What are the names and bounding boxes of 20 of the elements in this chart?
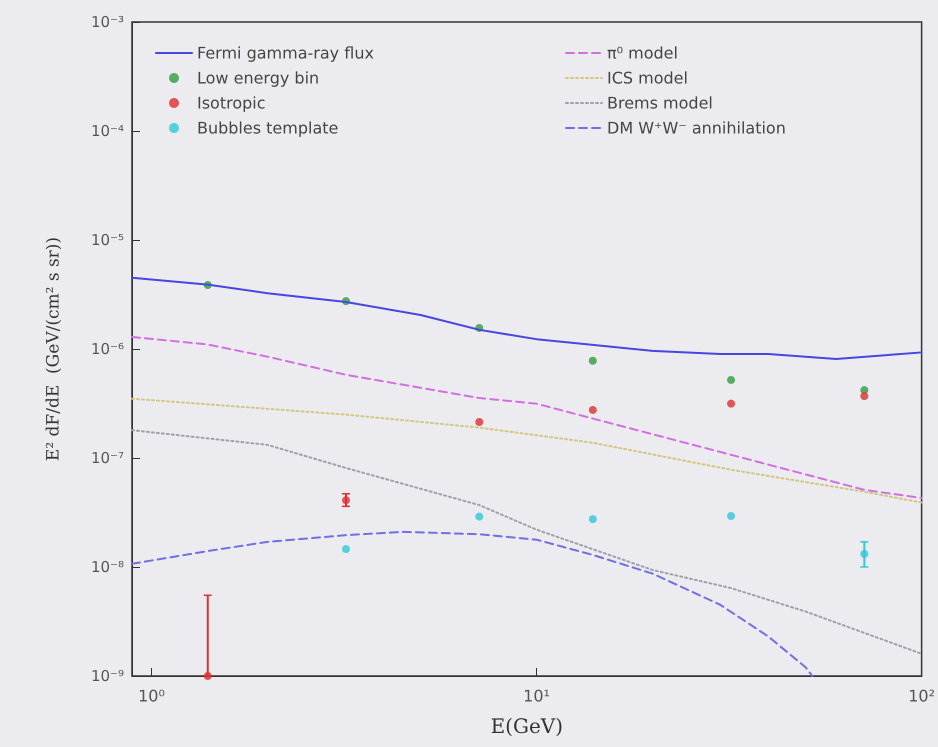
legend-label: Isotropic [197,94,266,112]
y-tick-label: 10⁻⁶ [90,340,124,358]
legend-label: Low energy bin [197,68,320,88]
x-tick-label: 10¹ [523,686,550,706]
y-tick-label: 10⁻⁸ [90,558,124,576]
y-tick-label: 10⁻⁹ [90,667,124,685]
legend-label: DM W⁺W⁻ annihilation [607,118,786,138]
legend-label: Fermi gamma-ray flux [197,44,374,62]
y-axis-title: E² dF/dE (GeV/(cm² s sr)) [44,236,64,462]
legend-label: π⁰ model [607,44,678,62]
x-tick-label: 10⁰ [138,686,165,706]
legend-label: Brems model [607,94,713,112]
y-tick-label: 10⁻⁴ [90,122,124,140]
y-tick-label: 10⁻³ [90,13,124,31]
y-tick-label: 10⁻⁷ [90,449,124,467]
x-axis-title: E(GeV) [490,714,564,738]
x-tick-label: 10² [908,686,936,706]
legend-label: Bubbles template [197,118,338,138]
legend-label: ICS model [607,68,688,88]
y-tick-label: 10⁻⁵ [90,231,124,249]
